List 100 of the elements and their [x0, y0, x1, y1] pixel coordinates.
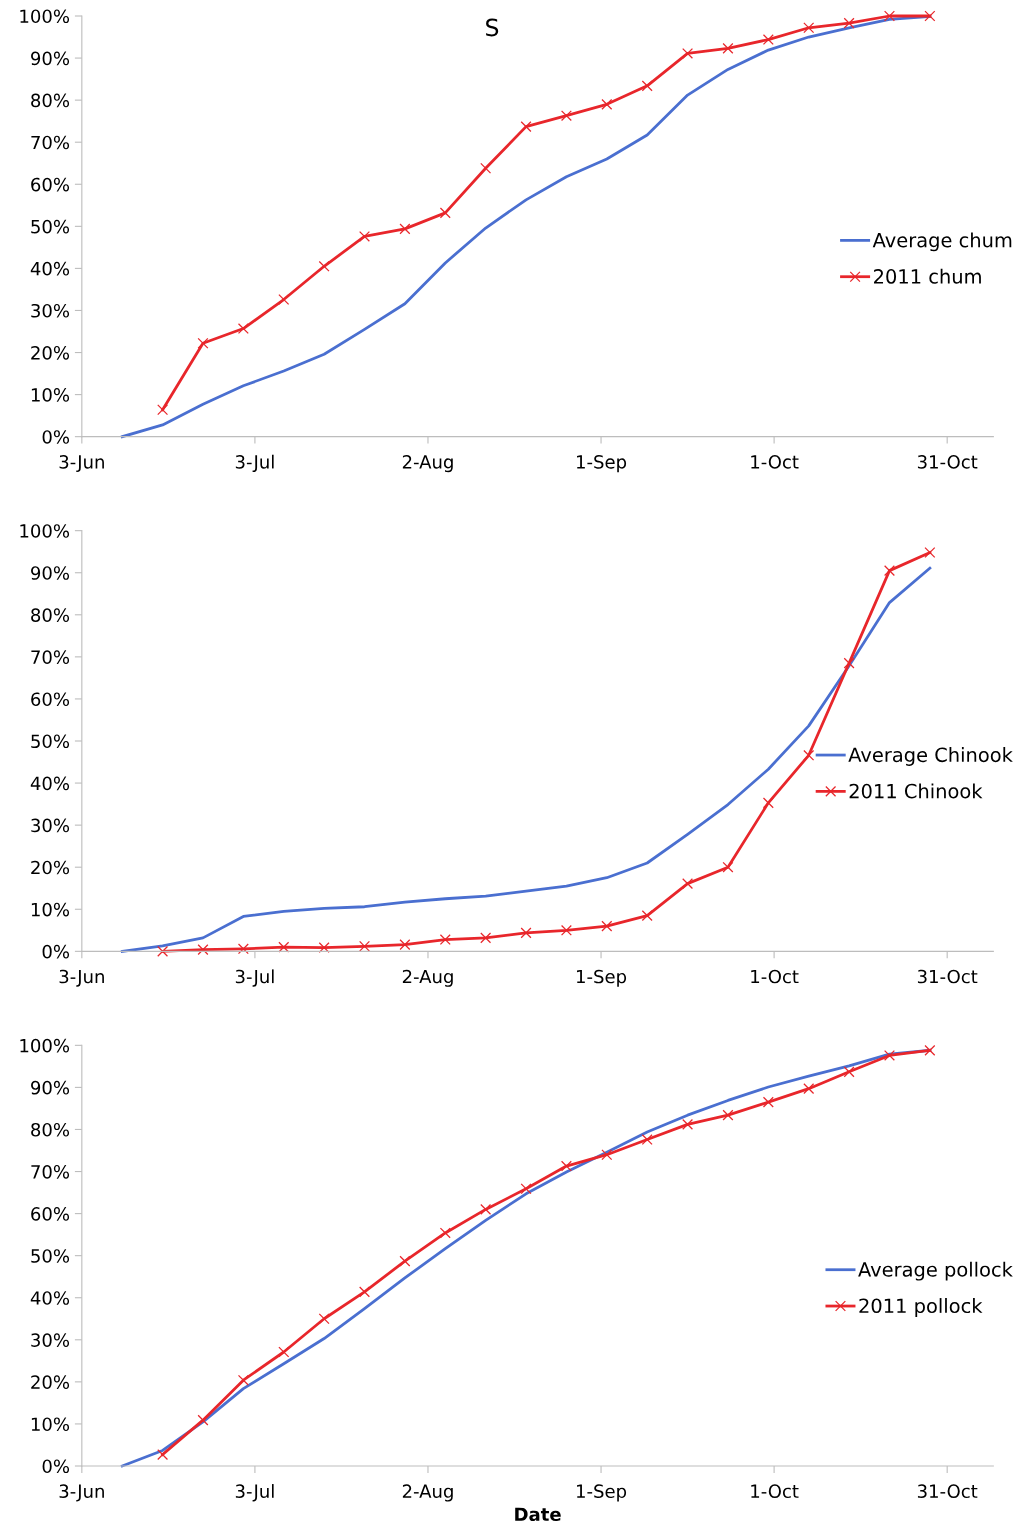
legend-label: Average pollock: [858, 1261, 1013, 1281]
point: [399, 1255, 411, 1267]
point: [520, 1183, 532, 1195]
point: [439, 1227, 451, 1239]
point: [843, 1066, 855, 1078]
point: [560, 110, 572, 122]
point: [278, 941, 290, 953]
y-tick-label: 0%: [42, 1459, 70, 1474]
point: [157, 1449, 169, 1461]
point: [439, 934, 451, 946]
y-tick-label: 40%: [30, 1291, 70, 1305]
x-tick-label: 31-Oct: [917, 455, 978, 469]
y-tick-label: 0%: [42, 944, 70, 959]
point: [884, 1049, 895, 1061]
x-tick-label: 3-Jun: [59, 455, 104, 473]
point: [843, 17, 855, 29]
y-tick-label: 20%: [31, 1375, 70, 1389]
point: [682, 1118, 694, 1130]
point: [480, 932, 492, 944]
point: [520, 121, 532, 133]
point: [560, 924, 572, 936]
x-tick-label: 1-Oct: [751, 455, 799, 469]
x-tick-label: 31-Oct: [917, 969, 978, 984]
point: [803, 22, 815, 34]
legend-label: 2011 pollock: [859, 1298, 983, 1317]
point: [722, 861, 734, 873]
y-tick-label: 40%: [30, 261, 70, 276]
point: [924, 1044, 936, 1056]
y-tick-label: 80%: [31, 93, 70, 108]
point: [884, 565, 895, 577]
point: [641, 1134, 653, 1146]
y-tick-label: 40%: [30, 776, 70, 791]
point: [359, 940, 371, 952]
y-tick-label: 10%: [31, 902, 70, 917]
point: [480, 1203, 492, 1215]
y-tick-label: 100%: [20, 524, 70, 538]
point: [237, 943, 249, 955]
x-tick-label: 2-Aug: [402, 455, 453, 473]
x-tick-label: 1-Sep: [577, 1484, 627, 1502]
point: [278, 1346, 290, 1358]
y-tick-label: 90%: [31, 1080, 70, 1095]
legend-label: 2011 chum: [874, 268, 981, 284]
x-tick-label: 3-Jul: [235, 1484, 274, 1502]
y-tick-label: 60%: [31, 177, 70, 192]
y-tick-label: 50%: [31, 219, 70, 234]
y-tick-label: 20%: [31, 860, 70, 875]
x-tick-label: 3-Jul: [235, 969, 274, 987]
y-tick-label: 30%: [31, 303, 70, 318]
y-tick-label: 60%: [31, 1207, 70, 1221]
point: [157, 945, 169, 957]
point: [722, 1109, 734, 1121]
point: [803, 749, 815, 761]
point: [359, 230, 371, 242]
y-tick-label: 50%: [31, 1249, 70, 1263]
point: [682, 878, 694, 890]
x-axis-title: Date: [515, 1507, 561, 1522]
y-tick-label: 90%: [31, 566, 70, 580]
y-tick-label: 10%: [31, 1417, 70, 1432]
y-tick-label: 80%: [31, 1122, 70, 1137]
point: [439, 207, 451, 219]
point: [237, 323, 249, 335]
point: [399, 939, 411, 951]
chart-title: S: [486, 18, 499, 37]
y-tick-label: 70%: [31, 1164, 70, 1179]
x-tick-label: 2-Aug: [402, 969, 453, 987]
y-tick-label: 70%: [31, 650, 70, 664]
point: [884, 10, 895, 22]
x-tick-label: 1-Sep: [577, 969, 627, 987]
x-tick-label: 1-Sep: [577, 455, 627, 473]
x-tick-label: 3-Jun: [59, 1484, 104, 1502]
point: [762, 34, 774, 46]
y-tick-label: 30%: [31, 818, 70, 833]
point: [399, 223, 411, 235]
y-tick-label: 100%: [20, 1038, 70, 1053]
y-tick-label: 20%: [31, 345, 70, 360]
point: [803, 1083, 815, 1095]
point: [762, 797, 774, 809]
point: [843, 657, 855, 669]
x-tick-label: 31-Oct: [917, 1484, 978, 1499]
y-tick-label: 30%: [31, 1333, 70, 1347]
point: [762, 1096, 774, 1108]
point: [682, 47, 694, 59]
point: [924, 10, 936, 22]
point: [601, 920, 613, 932]
y-tick-label: 0%: [42, 430, 70, 444]
point: [520, 927, 532, 939]
x-tick-label: 3-Jun: [59, 969, 104, 987]
point: [641, 80, 653, 92]
legend-label: Average Chinook: [848, 747, 1013, 766]
y-tick-label: 70%: [31, 135, 70, 150]
point: [197, 337, 209, 349]
y-tick-label: 100%: [20, 9, 70, 24]
point: [359, 1286, 371, 1298]
point: [641, 910, 653, 922]
y-tick-label: 10%: [31, 388, 70, 402]
y-tick-label: 90%: [31, 51, 70, 66]
legend-label: 2011 Chinook: [849, 783, 983, 799]
point: [601, 98, 613, 110]
x-tick-label: 1-Oct: [751, 969, 799, 984]
x-tick-label: 3-Jul: [235, 454, 274, 473]
